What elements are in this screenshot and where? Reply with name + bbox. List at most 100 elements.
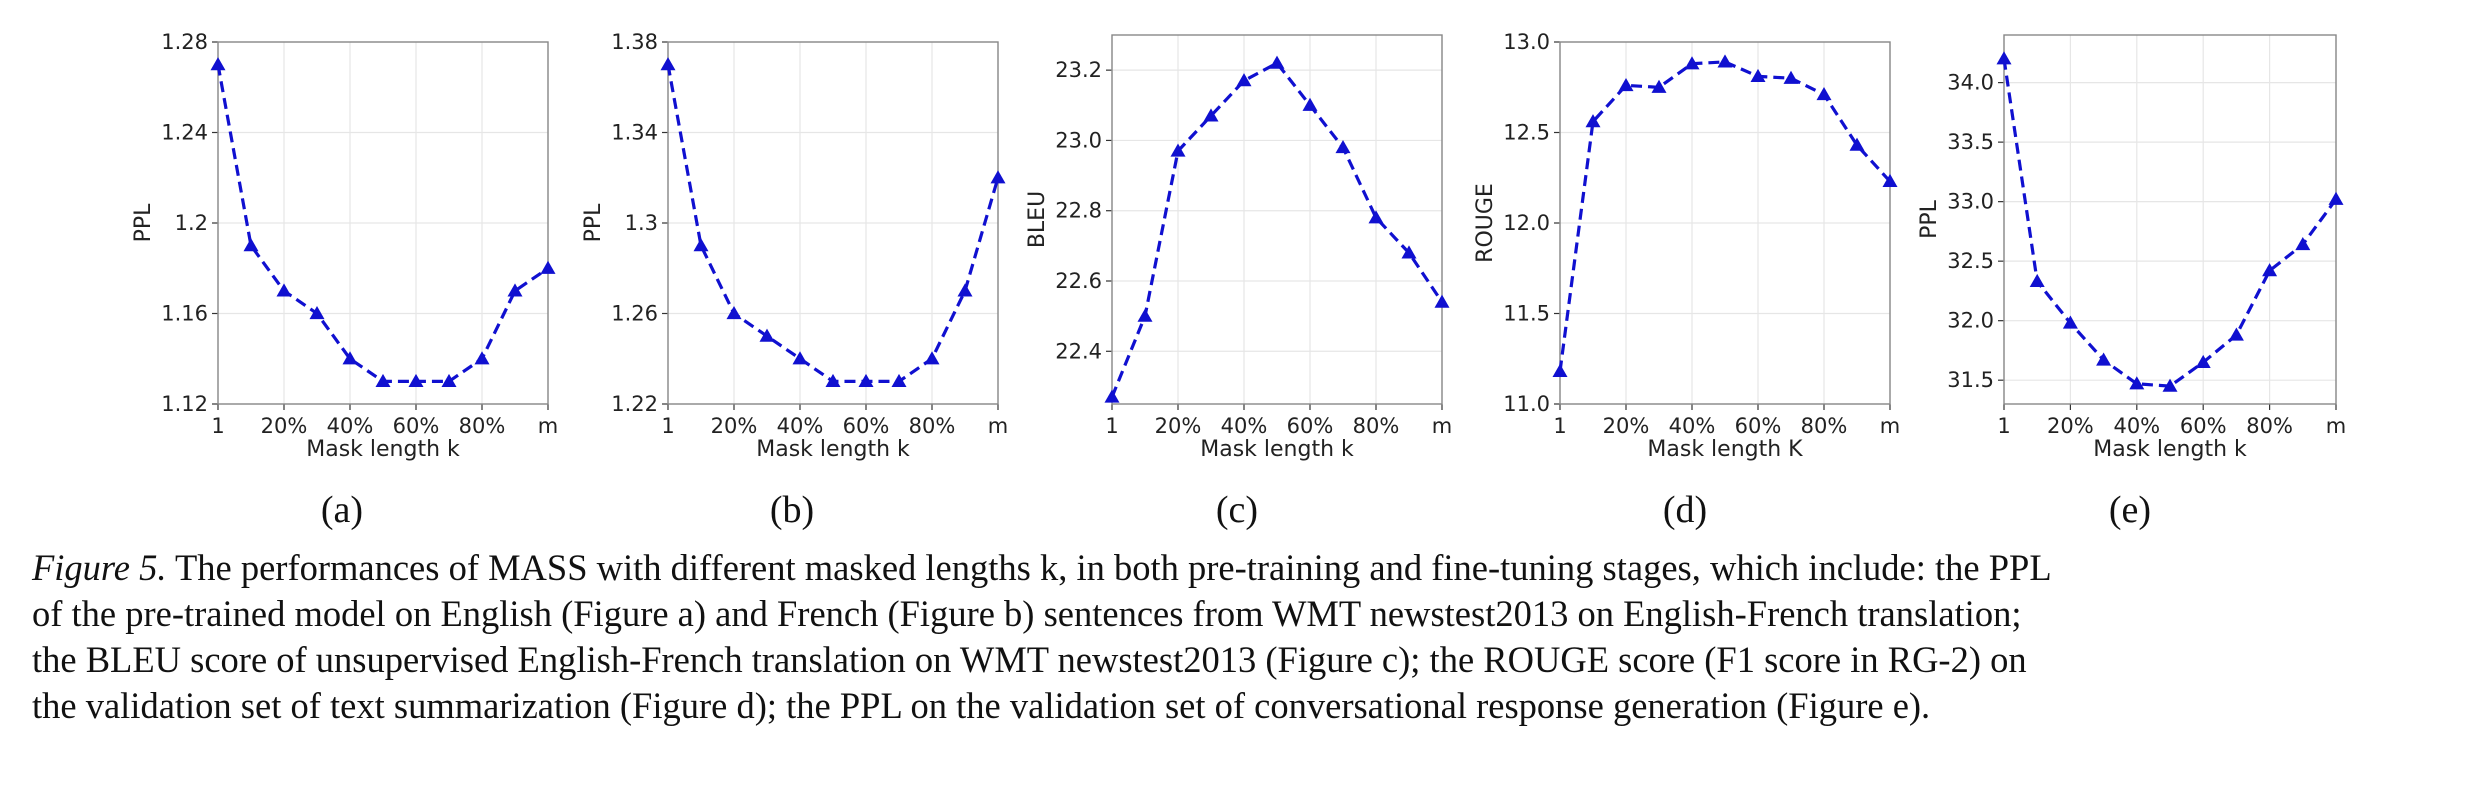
y-tick-label: 12.0 [1503,211,1550,235]
x-tick-label: 60% [2180,414,2227,438]
x-axis-title: Mask length k [756,437,910,462]
x-tick-label: m [988,414,1008,438]
x-axis-title: Mask length k [2093,437,2247,462]
data-point-marker [2195,354,2211,368]
data-point-marker [924,351,940,365]
series-line [2002,58,2338,388]
y-axis-title: PPL [131,203,156,243]
y-tick-label: 1.34 [611,121,658,145]
data-point-marker [2096,352,2112,366]
caption-line-3: the BLEU score of unsupervised English-F… [32,639,2027,680]
y-axis-title: ROUGE [1473,183,1498,263]
y-tick-label: 34.0 [1947,71,1994,95]
chart-panel-2: 1.22 1.26 1.3 1.34 1.38 1 20% 40% 60% 80% m Mask le… [581,30,1008,531]
y-tick-label: 1.26 [611,302,658,326]
data-point-marker [1996,51,2012,65]
data-point-marker [1618,77,1634,92]
x-tick-label: 20% [711,414,758,438]
data-point-marker [891,373,907,387]
x-tick-label: 60% [393,414,440,438]
caption-line-1-text: The performances of MASS with different … [166,547,2052,588]
x-tick-label: 1 [1553,414,1566,438]
plots-canvas: 1.12 1.16 1.2 1.24 1.28 1 20% 40% 60% 80% m Mask le… [131,30,2346,531]
x-tick-label: 1 [211,414,224,438]
data-point-marker [2162,378,2178,392]
panel-label: (a) [321,489,363,531]
data-point-marker [1104,389,1120,403]
x-tick-label: 40% [1221,414,1268,438]
data-point-marker [342,351,358,365]
x-tick-label: 60% [1287,414,1334,438]
caption-line-4: the validation set of text summarization… [32,685,1931,726]
y-tick-label: 22.8 [1055,199,1102,223]
y-tick-label: 33.0 [1947,190,1994,214]
data-point-marker [1137,308,1153,322]
data-point-marker [1170,143,1186,157]
chart-panel-4: 11.0 11.5 12.0 12.5 13.0 1 20% 40% 60% 80% m Mask l… [1473,30,1900,531]
data-point-marker [759,328,775,342]
y-tick-label: 33.5 [1947,130,1994,154]
data-point-marker [726,306,742,320]
data-point-marker [2228,327,2244,341]
data-point-marker [474,351,490,365]
plot-frame [667,41,999,405]
x-tick-label: 80% [2246,414,2293,438]
data-point-marker [2295,236,2311,251]
data-point-marker [408,373,424,387]
x-tick-label: m [1880,414,1900,438]
plot-frame [1111,34,1443,405]
data-point-marker [957,283,973,297]
y-tick-label: 12.5 [1503,121,1550,145]
data-point-marker [507,283,523,297]
series-line [1558,60,1892,372]
x-axis-title: Mask length k [1200,437,1354,462]
data-point-marker [1236,73,1252,87]
x-tick-label: 60% [843,414,890,438]
x-axis-title: Mask length k [306,437,460,462]
y-tick-label: 1.3 [625,211,658,235]
data-point-marker [441,373,457,387]
y-tick-label: 13.0 [1503,30,1550,54]
y-axis-title: PPL [581,203,606,243]
data-point-marker [1750,68,1766,83]
x-tick-label: 1 [661,414,674,438]
y-tick-label: 32.5 [1947,249,1994,273]
figure-caption: Figure 5. The performances of MASS with … [32,545,2472,729]
data-point-marker [2262,263,2278,277]
y-tick-label: 1.24 [161,121,208,145]
y-tick-label: 1.28 [161,30,208,54]
data-point-marker [1849,137,1865,151]
data-point-marker [1651,79,1667,93]
x-tick-label: 40% [1669,414,1716,438]
plot-frame [217,41,549,405]
x-tick-label: 1 [1105,414,1118,438]
y-tick-label: 1.12 [161,392,208,416]
y-axis-title: PPL [1917,199,1942,239]
data-point-marker [1552,363,1568,378]
x-tick-label: 80% [909,414,956,438]
data-point-marker [243,238,259,252]
panel-label: (d) [1663,489,1707,531]
data-point-marker [1302,97,1318,111]
x-tick-label: 20% [1155,414,1202,438]
data-point-marker [693,238,709,252]
data-point-marker [660,57,676,71]
chart-panel-1: 1.12 1.16 1.2 1.24 1.28 1 20% 40% 60% 80% m Mask le… [131,30,558,531]
series-line [1110,61,1444,398]
data-point-marker [792,351,808,365]
plot-frame [2003,34,2337,405]
data-point-marker [858,373,874,387]
y-tick-label: 11.0 [1503,392,1550,416]
plot-frame [1559,41,1891,405]
y-tick-label: 1.2 [175,211,208,235]
data-point-marker [2029,273,2045,288]
x-tick-label: 40% [2113,414,2160,438]
y-axis-title: BLEU [1025,191,1050,248]
x-tick-label: 80% [459,414,506,438]
data-point-marker [2328,191,2344,205]
y-tick-label: 1.22 [611,392,658,416]
x-tick-label: 40% [327,414,374,438]
x-tick-label: 1 [1997,414,2010,438]
x-tick-label: 20% [261,414,308,438]
x-tick-label: 20% [1603,414,1650,438]
